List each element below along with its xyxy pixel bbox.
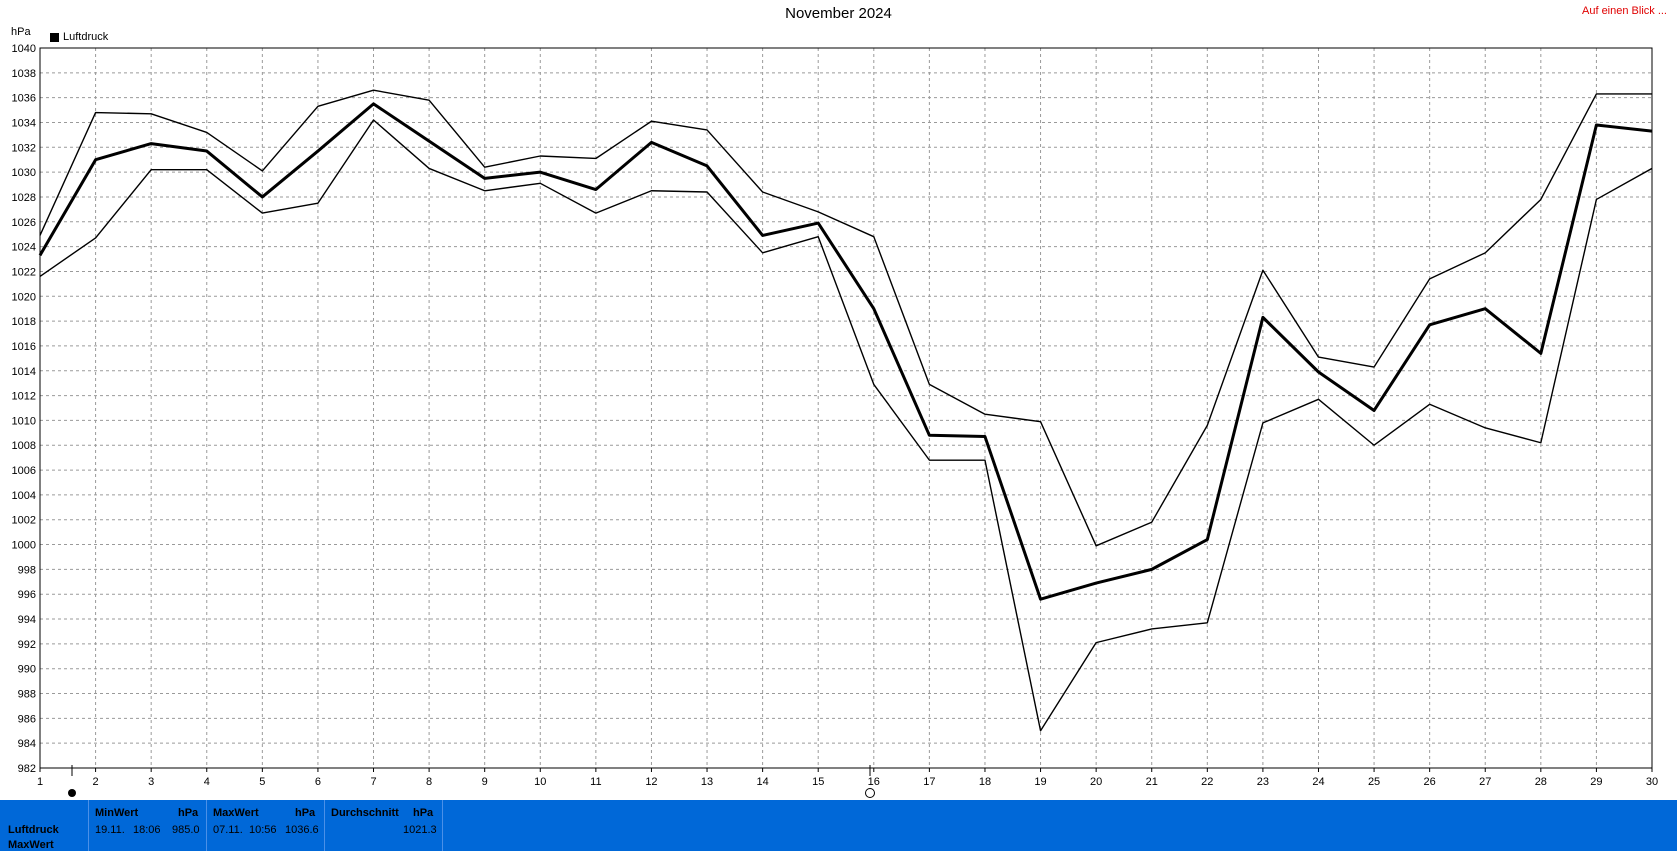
min-header: MinWert — [95, 807, 139, 819]
y-tick-label: 1004 — [12, 490, 36, 502]
y-tick-label: 1006 — [12, 465, 36, 477]
min-block: MinWert hPa 19.11. 18:06 985.0 — [88, 800, 205, 851]
x-tick-label: 6 — [315, 776, 321, 788]
y-tick-label: 1012 — [12, 391, 36, 403]
chart-title: November 2024 — [785, 5, 892, 22]
max-time: 10:56 — [249, 824, 277, 836]
x-tick-label: 24 — [1312, 776, 1324, 788]
y-tick-label: 984 — [18, 738, 36, 750]
x-tick-label: 10 — [534, 776, 546, 788]
min-time: 18:06 — [133, 824, 161, 836]
y-tick-label: 1020 — [12, 291, 36, 303]
y-tick-label: 1026 — [12, 217, 36, 229]
x-tick-label: 13 — [701, 776, 713, 788]
x-tick-label: 18 — [979, 776, 991, 788]
y-axis-unit: hPa — [11, 26, 31, 38]
x-tick-label: 14 — [756, 776, 768, 788]
x-tick-label: 5 — [259, 776, 265, 788]
legend-label: Luftdruck — [63, 31, 109, 43]
series-line-min — [39, 119, 1653, 732]
x-tick-label: 28 — [1535, 776, 1547, 788]
y-tick-label: 1030 — [12, 167, 36, 179]
x-tick-label: 9 — [482, 776, 488, 788]
avg-unit: hPa — [413, 807, 434, 819]
y-tick-label: 1040 — [12, 43, 36, 55]
avg-value: 1021.3 — [403, 824, 437, 836]
x-tick-label: 29 — [1590, 776, 1602, 788]
plot-frame — [39, 47, 1653, 769]
x-tick-label: 27 — [1479, 776, 1491, 788]
min-date: 19.11. — [95, 824, 125, 836]
y-tick-label: 1016 — [12, 341, 36, 353]
avg-header: Durchschnitt — [331, 807, 399, 819]
x-tick-label: 8 — [426, 776, 432, 788]
start-marker-icon — [68, 789, 76, 797]
y-tick-label: 990 — [18, 664, 36, 676]
series-line-max — [39, 89, 1652, 547]
max-date: 07.11. — [213, 824, 243, 836]
y-tick-label: 1018 — [12, 316, 36, 328]
avg-block: Durchschnitt hPa 1021.3 — [324, 800, 443, 851]
y-tick-label: 982 — [18, 763, 36, 775]
x-tick-label: 26 — [1424, 776, 1436, 788]
max-value: 1036.6 — [285, 824, 319, 836]
pressure-chart: 9829849869889909929949969981000100210041… — [12, 43, 1658, 798]
x-tick-label: 3 — [148, 776, 154, 788]
x-tick-label: 2 — [93, 776, 99, 788]
y-tick-label: 1034 — [12, 117, 36, 129]
y-tick-label: 988 — [18, 689, 36, 701]
y-tick-label: 1022 — [12, 266, 36, 278]
y-tick-label: 998 — [18, 564, 36, 576]
x-tick-label: 20 — [1090, 776, 1102, 788]
min-unit: hPa — [178, 807, 199, 819]
y-tick-label: 1000 — [12, 540, 36, 552]
y-tick-label: 996 — [18, 589, 36, 601]
max-block: MaxWert hPa 07.11. 10:56 1036.6 — [206, 800, 323, 851]
x-tick-label: 7 — [370, 776, 376, 788]
y-tick-label: 1032 — [12, 142, 36, 154]
x-tick-label: 4 — [204, 776, 210, 788]
max-header: MaxWert — [213, 807, 259, 819]
y-tick-label: 1008 — [12, 440, 36, 452]
row-label-luftdruck: Luftdruck — [8, 824, 59, 836]
overview-link[interactable]: Auf einen Blick ... — [1582, 5, 1667, 17]
y-tick-label: 1010 — [12, 415, 36, 427]
x-tick-label: 23 — [1257, 776, 1269, 788]
legend: Luftdruck — [50, 31, 108, 43]
x-tick-label: 21 — [1146, 776, 1158, 788]
today-marker-icon — [865, 788, 875, 798]
x-tick-label: 17 — [923, 776, 935, 788]
y-tick-label: 1024 — [12, 242, 36, 254]
y-tick-label: 986 — [18, 713, 36, 725]
legend-swatch — [50, 32, 59, 42]
x-tick-label: 25 — [1368, 776, 1380, 788]
x-tick-label: 12 — [645, 776, 657, 788]
y-tick-label: 994 — [18, 614, 36, 626]
x-tick-label: 16 — [868, 776, 880, 788]
x-tick-label: 22 — [1201, 776, 1213, 788]
series-line-avg — [38, 102, 1653, 601]
x-tick-label: 19 — [1034, 776, 1046, 788]
min-value: 985.0 — [172, 824, 200, 836]
x-tick-label: 1 — [37, 776, 43, 788]
y-tick-label: 1014 — [12, 366, 36, 378]
row-label-maxwert: MaxWert — [8, 839, 54, 851]
x-tick-label: 15 — [812, 776, 824, 788]
y-tick-label: 1038 — [12, 68, 36, 80]
y-tick-label: 1002 — [12, 515, 36, 527]
max-unit: hPa — [295, 807, 316, 819]
x-tick-label: 30 — [1646, 776, 1658, 788]
stats-footer: Luftdruck MaxWert MinWert hPa 19.11. 18:… — [0, 800, 1677, 851]
x-tick-label: 11 — [590, 776, 601, 788]
y-tick-label: 1036 — [12, 93, 36, 105]
y-tick-label: 1028 — [12, 192, 36, 204]
y-tick-label: 992 — [18, 639, 36, 651]
